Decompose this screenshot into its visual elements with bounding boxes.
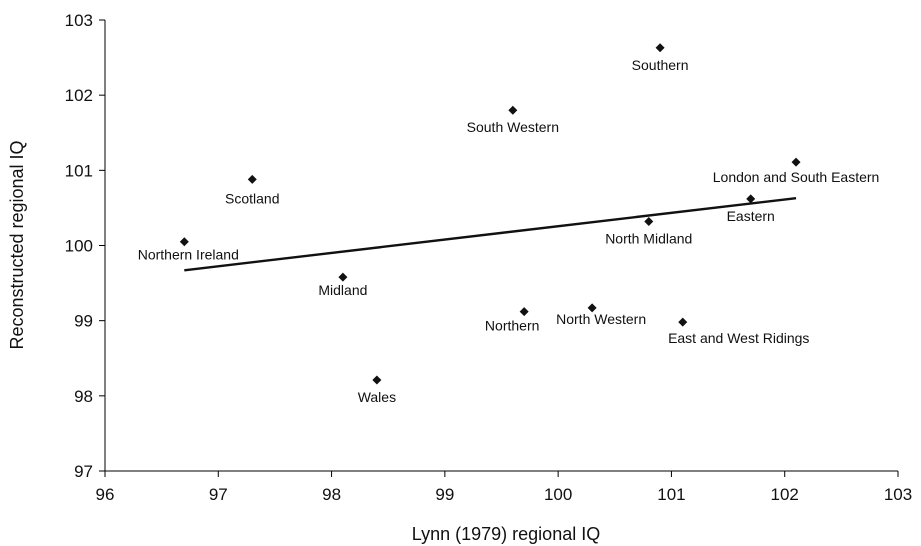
y-tick-label: 97 bbox=[74, 462, 93, 481]
y-axis-title: Reconstructed regional IQ bbox=[7, 140, 27, 349]
data-point bbox=[746, 194, 756, 204]
point-label: Eastern bbox=[727, 208, 775, 224]
trendline bbox=[184, 196, 797, 272]
y-tick-label: 101 bbox=[65, 161, 93, 180]
point-label: North Western bbox=[556, 311, 646, 327]
data-point bbox=[791, 157, 801, 167]
data-point bbox=[247, 174, 257, 184]
data-point bbox=[655, 43, 665, 53]
point-label: Scotland bbox=[225, 190, 279, 206]
data-point bbox=[519, 307, 529, 317]
data-point bbox=[508, 105, 518, 115]
point-label: East and West Ridings bbox=[668, 330, 809, 346]
data-point bbox=[338, 272, 348, 282]
x-tick-label: 103 bbox=[884, 485, 912, 504]
x-tick-label: 97 bbox=[209, 485, 228, 504]
y-tick-label: 103 bbox=[65, 11, 93, 30]
x-tick-label: 98 bbox=[322, 485, 341, 504]
x-tick-label: 101 bbox=[657, 485, 685, 504]
data-point bbox=[179, 237, 189, 247]
data-point bbox=[587, 303, 597, 313]
x-tick-label: 96 bbox=[96, 485, 115, 504]
y-tick-label: 99 bbox=[74, 312, 93, 331]
point-label: Wales bbox=[358, 389, 396, 405]
y-tick-label: 98 bbox=[74, 387, 93, 406]
x-tick-label: 100 bbox=[544, 485, 572, 504]
point-label: Northern Ireland bbox=[138, 247, 239, 263]
data-point bbox=[644, 216, 654, 226]
data-point bbox=[678, 317, 688, 327]
point-label: Northern bbox=[485, 318, 539, 334]
y-tick-label: 102 bbox=[65, 86, 93, 105]
x-tick-label: 99 bbox=[435, 485, 454, 504]
y-tick-label: 100 bbox=[65, 237, 93, 256]
x-axis-title: Lynn (1979) regional IQ bbox=[412, 524, 600, 544]
point-labels-layer: Southern South Western London and South Ea… bbox=[138, 57, 880, 405]
point-label: South Western bbox=[467, 119, 559, 135]
data-point bbox=[372, 375, 382, 385]
point-label: Southern bbox=[632, 57, 689, 73]
point-label: North Midland bbox=[605, 230, 692, 246]
point-label: London and South Eastern bbox=[713, 169, 880, 185]
trendline-layer bbox=[184, 196, 797, 272]
x-tick-label: 102 bbox=[771, 485, 799, 504]
points-layer bbox=[179, 43, 801, 385]
point-label: Midland bbox=[318, 282, 367, 298]
